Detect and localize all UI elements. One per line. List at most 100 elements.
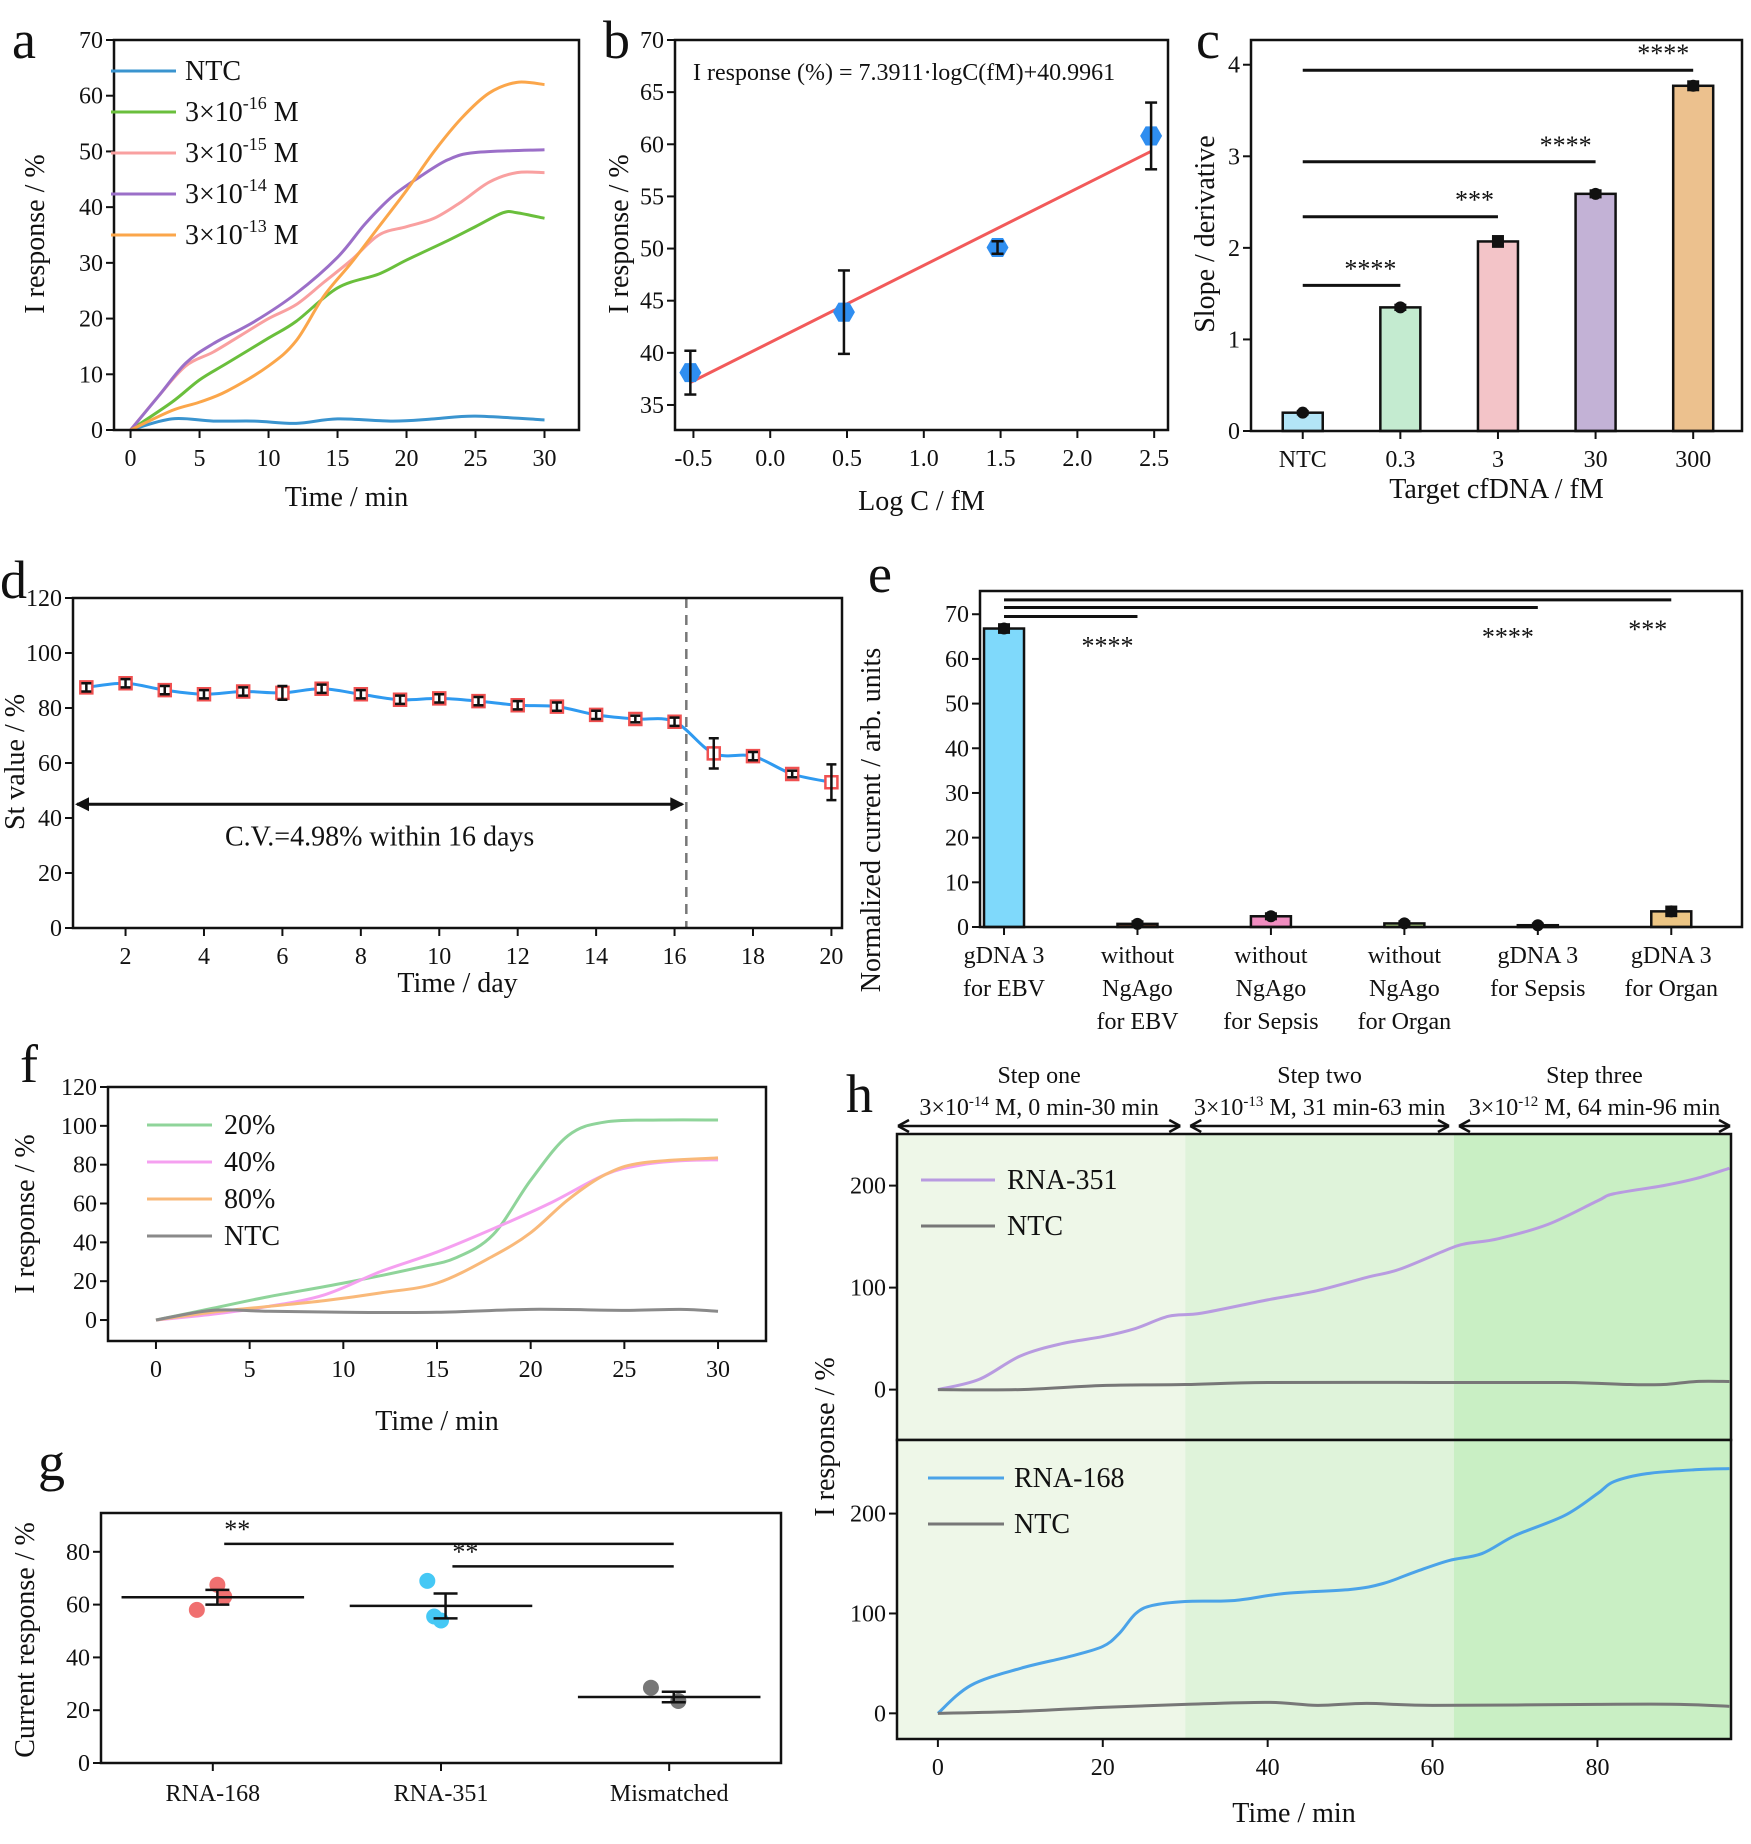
step-shading — [1185, 1134, 1454, 1440]
y-tick-label: 1 — [1228, 327, 1240, 353]
category-label: gDNA 3 — [964, 943, 1045, 969]
y-tick-label: 20 — [79, 307, 103, 333]
y-tick-label: 20 — [38, 861, 62, 887]
y-tick-label: 10 — [945, 870, 969, 896]
plot-frame — [112, 38, 581, 432]
panel-letter: g — [38, 1432, 65, 1492]
y-tick-label: 0 — [1228, 419, 1240, 445]
y-axis-label: I response / % — [10, 1134, 41, 1293]
series-line — [936, 1467, 1730, 1715]
step-shading — [1453, 1440, 1731, 1739]
arrow-head-icon — [1458, 1118, 1731, 1134]
legend-label: 40% — [224, 1147, 275, 1178]
category-label: NgAgo — [1369, 976, 1440, 1002]
category-label: for EBV — [1096, 1009, 1179, 1035]
significance-label: **** — [1081, 631, 1133, 660]
x-tick-label: 20 — [819, 944, 843, 970]
legend-base: 3×10 — [185, 179, 243, 210]
x-tick-label: 15 — [326, 446, 350, 472]
x-axis-label: Time / day — [397, 968, 517, 999]
x-axis-label: Time / min — [285, 482, 408, 513]
legend-label: RNA-351 — [1007, 1165, 1117, 1196]
legend-label: 3×10-15 M — [185, 134, 299, 169]
bar — [1671, 84, 1715, 433]
legend-base: 3×10 — [185, 220, 243, 251]
x-tick-label: 0 — [932, 1755, 944, 1781]
legend-superscript: -13 — [243, 216, 267, 236]
y-tick-label: 60 — [79, 84, 103, 110]
y-axis-label: Slope / derivative — [1190, 135, 1221, 333]
series-line — [155, 1307, 719, 1322]
x-tick-label: NTC — [1279, 447, 1327, 473]
series-line — [155, 1156, 719, 1322]
y-tick-label: 60 — [73, 1192, 97, 1218]
y-tick-label: 4 — [1228, 53, 1240, 79]
x-tick-label: 10 — [331, 1357, 355, 1383]
data-point — [1491, 235, 1504, 248]
y-tick-label: 40 — [66, 1645, 90, 1671]
y-tick-label: 70 — [945, 602, 969, 628]
fit-equation: I response (%) = 7.3911·logC(fM)+40.9961 — [693, 60, 1115, 86]
y-axis-label: Current response / % — [10, 1522, 41, 1758]
plot-frame — [673, 38, 1170, 432]
y-tick-label: 0 — [874, 1701, 886, 1727]
y-tick-label: 2 — [1228, 236, 1240, 262]
x-tick-label: 4 — [198, 944, 210, 970]
plot-frame — [1249, 38, 1744, 433]
y-axis-label: St value / % — [0, 694, 31, 830]
significance-label: **** — [1540, 131, 1592, 160]
x-tick-label: 12 — [506, 944, 530, 970]
y-tick-label: 65 — [640, 80, 664, 106]
y-tick-label: 200 — [850, 1502, 886, 1528]
data-point — [1687, 79, 1700, 92]
step-title: Step three — [1546, 1063, 1643, 1089]
x-axis-label: Log C / fM — [858, 486, 985, 517]
y-tick-label: 30 — [945, 781, 969, 807]
step-shading — [1185, 1440, 1454, 1739]
x-tick-label: 25 — [464, 446, 488, 472]
plot-frame — [71, 596, 844, 930]
x-tick-label: RNA-168 — [165, 1781, 260, 1807]
data-point — [998, 622, 1011, 635]
y-tick-label: 50 — [945, 692, 969, 718]
legend-label: NTC — [224, 1221, 280, 1252]
panel-letter: d — [0, 550, 27, 610]
legend-label: 3×10-14 M — [185, 175, 299, 210]
y-tick-label: 45 — [640, 289, 664, 315]
bar — [1574, 192, 1617, 433]
step-title: Step one — [997, 1063, 1080, 1089]
y-tick-label: 40 — [38, 806, 62, 832]
y-tick-label: 120 — [26, 586, 62, 612]
x-tick-label: 10 — [427, 944, 451, 970]
category-label: without — [1234, 943, 1308, 969]
y-axis-label: I response / % — [604, 154, 635, 313]
series-line — [937, 1700, 1730, 1715]
panel-letter: e — [868, 544, 892, 604]
data-point — [188, 1601, 205, 1618]
significance-label: **** — [1637, 39, 1689, 68]
category-label: for EBV — [963, 976, 1046, 1002]
y-tick-label: 40 — [640, 341, 664, 367]
significance-label: **** — [1344, 254, 1396, 283]
series-line — [129, 148, 545, 431]
x-tick-label: 80 — [1585, 1755, 1609, 1781]
y-tick-label: 80 — [73, 1153, 97, 1179]
series-line — [155, 1118, 719, 1322]
x-tick-label: 30 — [1584, 447, 1608, 473]
legend-unit: M — [267, 220, 299, 251]
y-tick-label: 80 — [38, 696, 62, 722]
x-tick-label: 0.0 — [755, 446, 785, 472]
series-line — [937, 1379, 1730, 1392]
y-tick-label: 80 — [66, 1540, 90, 1566]
y-tick-label: 70 — [640, 28, 664, 54]
y-tick-label: 200 — [850, 1174, 886, 1200]
step-concentration: 3×10-12 M, 64 min-96 min — [1469, 1094, 1721, 1121]
fit-line — [689, 149, 1152, 384]
x-tick-label: 2.0 — [1062, 446, 1092, 472]
panel-letter: c — [1196, 10, 1220, 70]
y-tick-label: 120 — [61, 1075, 97, 1101]
data-point — [1665, 905, 1678, 918]
legend-label: NTC — [185, 56, 241, 87]
y-tick-label: 0 — [874, 1378, 886, 1404]
arrow-head-icon — [897, 1118, 1181, 1134]
